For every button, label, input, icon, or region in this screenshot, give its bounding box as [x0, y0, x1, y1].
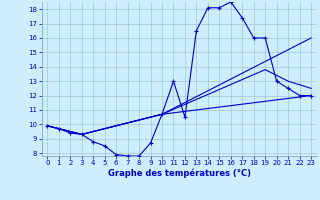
X-axis label: Graphe des températures (°C): Graphe des températures (°C) [108, 169, 251, 178]
